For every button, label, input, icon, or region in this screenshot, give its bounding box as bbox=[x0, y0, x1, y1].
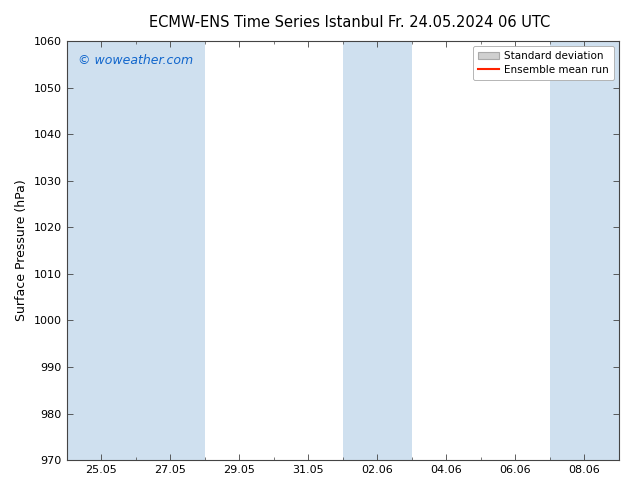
Y-axis label: Surface Pressure (hPa): Surface Pressure (hPa) bbox=[15, 180, 28, 321]
Bar bbox=[550, 41, 619, 460]
Text: Fr. 24.05.2024 06 UTC: Fr. 24.05.2024 06 UTC bbox=[388, 15, 550, 30]
Text: ECMW-ENS Time Series Istanbul: ECMW-ENS Time Series Istanbul bbox=[149, 15, 384, 30]
Legend: Standard deviation, Ensemble mean run: Standard deviation, Ensemble mean run bbox=[472, 46, 614, 80]
Bar bbox=[136, 41, 205, 460]
Text: © woweather.com: © woweather.com bbox=[77, 53, 193, 67]
Bar bbox=[343, 41, 412, 460]
Bar bbox=[67, 41, 136, 460]
